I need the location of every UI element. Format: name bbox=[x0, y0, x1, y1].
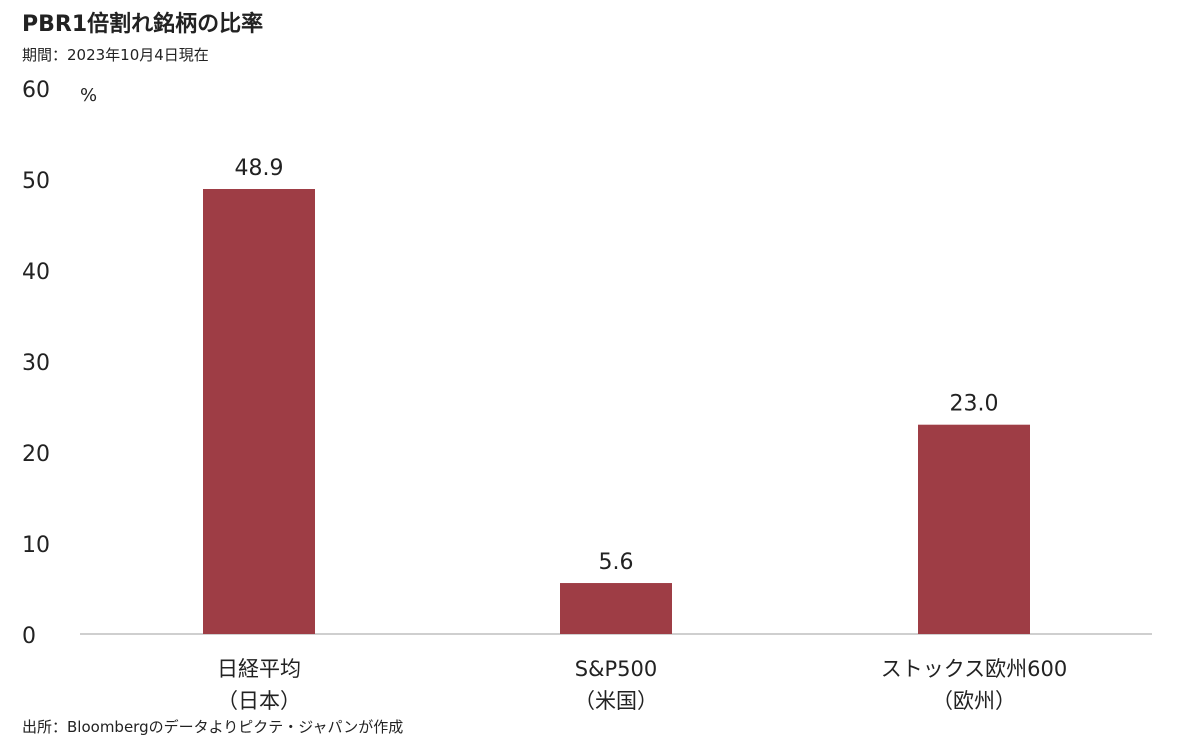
data-label: 5.6 bbox=[599, 550, 634, 575]
bars bbox=[203, 189, 1030, 634]
y-tick-label: 50 bbox=[22, 169, 50, 194]
chart-subtitle: 期間：2023年10月4日現在 bbox=[22, 46, 209, 64]
source-note: 出所：Bloombergのデータよりピクテ・ジャパンが作成 bbox=[22, 718, 404, 736]
y-tick-label: 0 bbox=[22, 624, 36, 649]
category-label: S&P500 bbox=[575, 657, 657, 681]
bar bbox=[918, 424, 1030, 634]
category-label: 日経平均 bbox=[217, 657, 301, 681]
data-label: 23.0 bbox=[950, 392, 999, 417]
y-tick-label: 40 bbox=[22, 260, 50, 285]
data-labels: 48.9 5.6 23.0 bbox=[235, 156, 999, 575]
y-tick-label: 10 bbox=[22, 533, 50, 558]
y-axis: 0 10 20 30 40 50 60 bbox=[22, 78, 50, 649]
category-sublabel: （米国） bbox=[574, 689, 658, 713]
bar bbox=[203, 189, 315, 634]
chart-title: PBR1倍割れ銘柄の比率 bbox=[22, 12, 264, 37]
data-label: 48.9 bbox=[235, 156, 284, 181]
bar bbox=[560, 583, 672, 634]
y-unit-label: % bbox=[80, 85, 97, 106]
y-tick-label: 20 bbox=[22, 442, 50, 467]
category-sublabel: （日本） bbox=[217, 689, 301, 713]
y-tick-label: 30 bbox=[22, 351, 50, 376]
category-labels: 日経平均 （日本） S&P500 （米国） ストックス欧州600 （欧州） bbox=[217, 657, 1067, 713]
category-label: ストックス欧州600 bbox=[881, 657, 1067, 681]
category-sublabel: （欧州） bbox=[932, 689, 1016, 713]
y-tick-label: 60 bbox=[22, 78, 50, 103]
